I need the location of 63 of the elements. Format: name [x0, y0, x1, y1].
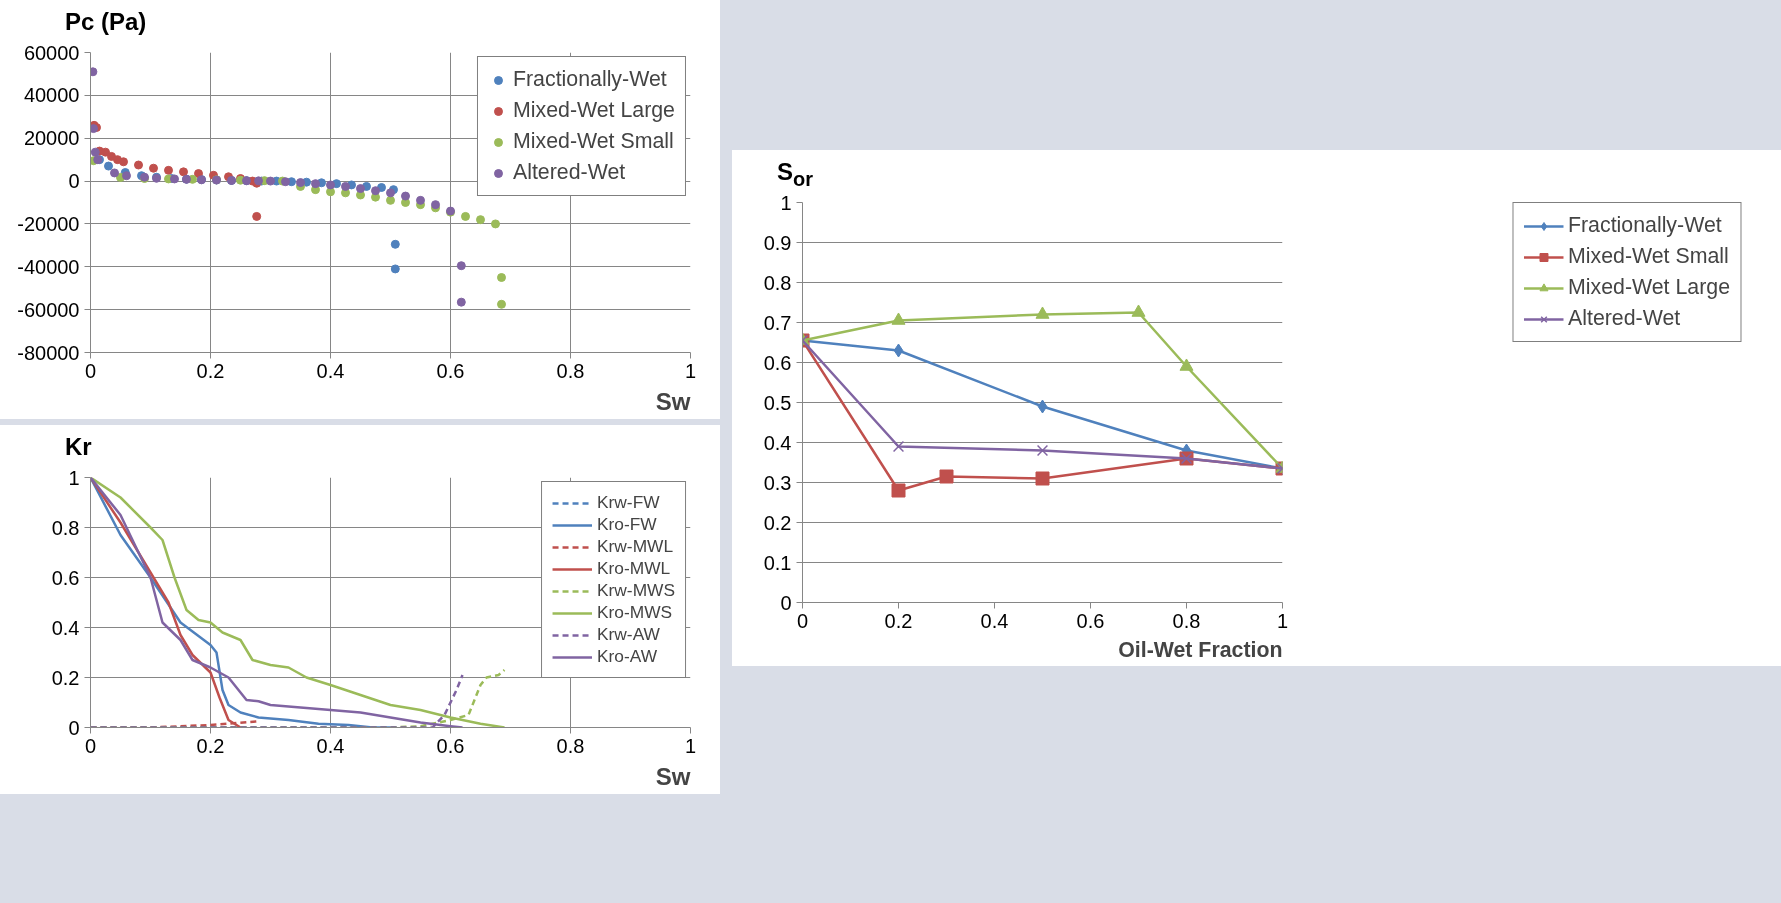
x-tick-label: 0.6	[436, 734, 465, 757]
x-axis-title: Sw	[655, 387, 691, 415]
legend-label: Kro-MWL	[597, 558, 671, 579]
x-axis-title: Sw	[655, 762, 691, 790]
x-tick-label: 0.4	[316, 359, 345, 382]
x-tick-label: 0	[84, 359, 97, 382]
x-tick-label: 0	[796, 609, 809, 632]
y-axis-title: Pc (Pa)	[65, 7, 147, 37]
y-tick-label: -60000	[17, 298, 80, 321]
legend-label: Krw-MWL	[597, 536, 674, 557]
x-tick-label: 0.4	[316, 734, 345, 757]
legend-label: Kro-MWS	[597, 602, 673, 623]
y-tick-label: -40000	[17, 255, 80, 278]
x-tick-label: 1	[684, 359, 697, 382]
x-tick-label: 0.2	[884, 609, 913, 632]
y-tick-label: 0.3	[763, 471, 792, 494]
x-tick-label: 0.2	[196, 734, 225, 757]
x-tick-label: 0	[84, 734, 97, 757]
x-tick-label: 0.2	[196, 359, 225, 382]
x-axis-title: Oil-Wet Fraction	[1118, 637, 1283, 662]
y-tick-label: 20000	[23, 127, 80, 150]
y-tick-label: 0.7	[763, 311, 792, 334]
y-tick-label: 1	[780, 191, 792, 214]
x-tick-label: 0.4	[980, 609, 1009, 632]
legend-label: Mixed-Wet Small	[1567, 244, 1729, 269]
y-axis-title: S$_{or}$	[777, 157, 814, 192]
y-tick-label: 0.1	[763, 551, 792, 574]
legend-label: Mixed-Wet Large	[1567, 275, 1731, 300]
y-tick-label: 1	[68, 466, 80, 489]
y-tick-label: 0.4	[763, 431, 792, 454]
legend-label: Kro-FW	[597, 514, 657, 535]
x-tick-label: 0.8	[556, 734, 585, 757]
y-axis-title: Kr	[65, 432, 92, 462]
x-tick-label: 0.8	[1172, 609, 1201, 632]
x-tick-label: 1	[684, 734, 697, 757]
y-tick-label: 0.2	[51, 666, 80, 689]
legend-label: Krw-FW	[597, 492, 660, 513]
x-tick-label: 1	[1276, 609, 1289, 632]
x-tick-label: 0.8	[556, 359, 585, 382]
y-tick-label: 0.2	[763, 511, 792, 534]
legend-label: Mixed-Wet Small	[512, 129, 674, 154]
y-tick-label: 40000	[23, 84, 80, 107]
legend-label: Altered-Wet	[1567, 306, 1681, 331]
legend-label: Mixed-Wet Large	[512, 98, 675, 123]
y-tick-label: 0	[780, 591, 792, 614]
y-tick-label: 0	[68, 716, 80, 739]
legend-label: Kro-AW	[597, 646, 658, 667]
y-tick-label: 60000	[23, 41, 80, 64]
y-tick-label: -80000	[17, 341, 80, 364]
legend-label: Krw-MWS	[597, 580, 675, 601]
x-tick-label: 0.6	[1076, 609, 1105, 632]
y-tick-label: 0.8	[51, 516, 80, 539]
y-tick-label: 0.9	[763, 231, 792, 254]
y-tick-label: 0	[68, 170, 80, 193]
legend-label: Altered-Wet	[512, 160, 626, 185]
y-tick-label: 0.8	[763, 271, 792, 294]
y-tick-label: -20000	[17, 212, 80, 235]
legend-label: Fractionally-Wet	[512, 67, 667, 92]
legend-label: Krw-AW	[597, 624, 660, 645]
x-tick-label: 0.6	[436, 359, 465, 382]
legend-label: Fractionally-Wet	[1567, 213, 1722, 238]
y-tick-label: 0.6	[51, 566, 80, 589]
y-tick-label: 0.5	[763, 391, 792, 414]
